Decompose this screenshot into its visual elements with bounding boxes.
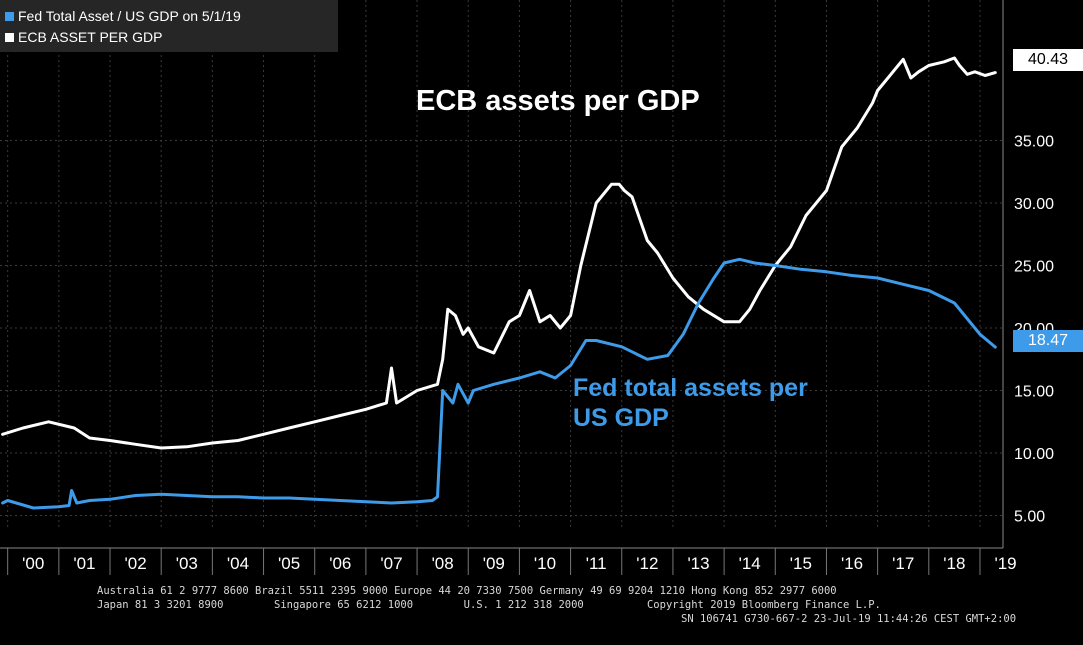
x-tick-label: '14: [739, 554, 761, 573]
x-tick-label: '03: [176, 554, 198, 573]
y-tick-label: 25.00: [1014, 259, 1054, 276]
legend-swatch-ecb: [5, 33, 14, 42]
y-tick-label: 5.00: [1014, 509, 1045, 526]
footer-line-2: Japan 81 3 3201 8900 Singapore 65 6212 1…: [97, 599, 881, 611]
ecb-series-line: [1, 56, 997, 450]
series-lines: [1, 56, 997, 510]
fed-series-line: [1, 257, 997, 510]
y-tick-label: 10.00: [1014, 446, 1054, 463]
grid: [0, 0, 1004, 549]
x-tick-label: '12: [636, 554, 658, 573]
x-tick-label: '15: [790, 554, 812, 573]
x-tick-label: '11: [586, 554, 607, 573]
x-tick-label: '10: [534, 554, 556, 573]
footer-line-1: Australia 61 2 9777 8600 Brazil 5511 239…: [97, 585, 837, 597]
legend: Fed Total Asset / US GDP on 5/1/19 ECB A…: [0, 0, 338, 52]
fed-last-value-badge: 18.47: [1013, 330, 1083, 352]
x-tick-label: '06: [329, 554, 351, 573]
ecb-last-value-badge: 40.43: [1013, 49, 1083, 71]
x-tick-label: '18: [943, 554, 965, 573]
legend-swatch-fed: [5, 12, 14, 21]
x-tick-label: '04: [227, 554, 249, 573]
x-tick-label: '09: [483, 554, 505, 573]
legend-item-fed: Fed Total Asset / US GDP on 5/1/19: [5, 8, 241, 24]
x-tick-label: '16: [841, 554, 863, 573]
x-tick-label: '13: [687, 554, 709, 573]
x-axis-ticks: '00 '01 '02 '03 '04 '05 '06 '07 '08 '09 '10 '11 '12 '…: [7, 548, 1017, 575]
legend-item-ecb: ECB ASSET PER GDP: [5, 29, 162, 45]
x-tick-label: '07: [380, 554, 402, 573]
legend-label-ecb: ECB ASSET PER GDP: [18, 29, 163, 45]
y-tick-label: 35.00: [1014, 134, 1054, 151]
fed-annotation-line1: Fed total assets per: [573, 374, 808, 402]
y-tick-label: 30.00: [1014, 196, 1054, 213]
ecb-annotation: ECB assets per GDP: [416, 85, 700, 117]
x-tick-label: '05: [278, 554, 300, 573]
y-tick-label: 15.00: [1014, 384, 1054, 401]
x-tick-label: '17: [892, 554, 914, 573]
x-tick-label: '02: [125, 554, 147, 573]
x-tick-label: '01: [73, 554, 95, 573]
x-tick-label: '00: [22, 554, 44, 573]
x-tick-label: '08: [432, 554, 454, 573]
fed-annotation-line2: US GDP: [573, 404, 669, 432]
footer-line-3: SN 106741 G730-667-2 23-Jul-19 11:44:26 …: [681, 613, 1017, 625]
x-tick-label: '19: [994, 554, 1016, 573]
legend-label-fed: Fed Total Asset / US GDP on 5/1/19: [18, 8, 241, 24]
